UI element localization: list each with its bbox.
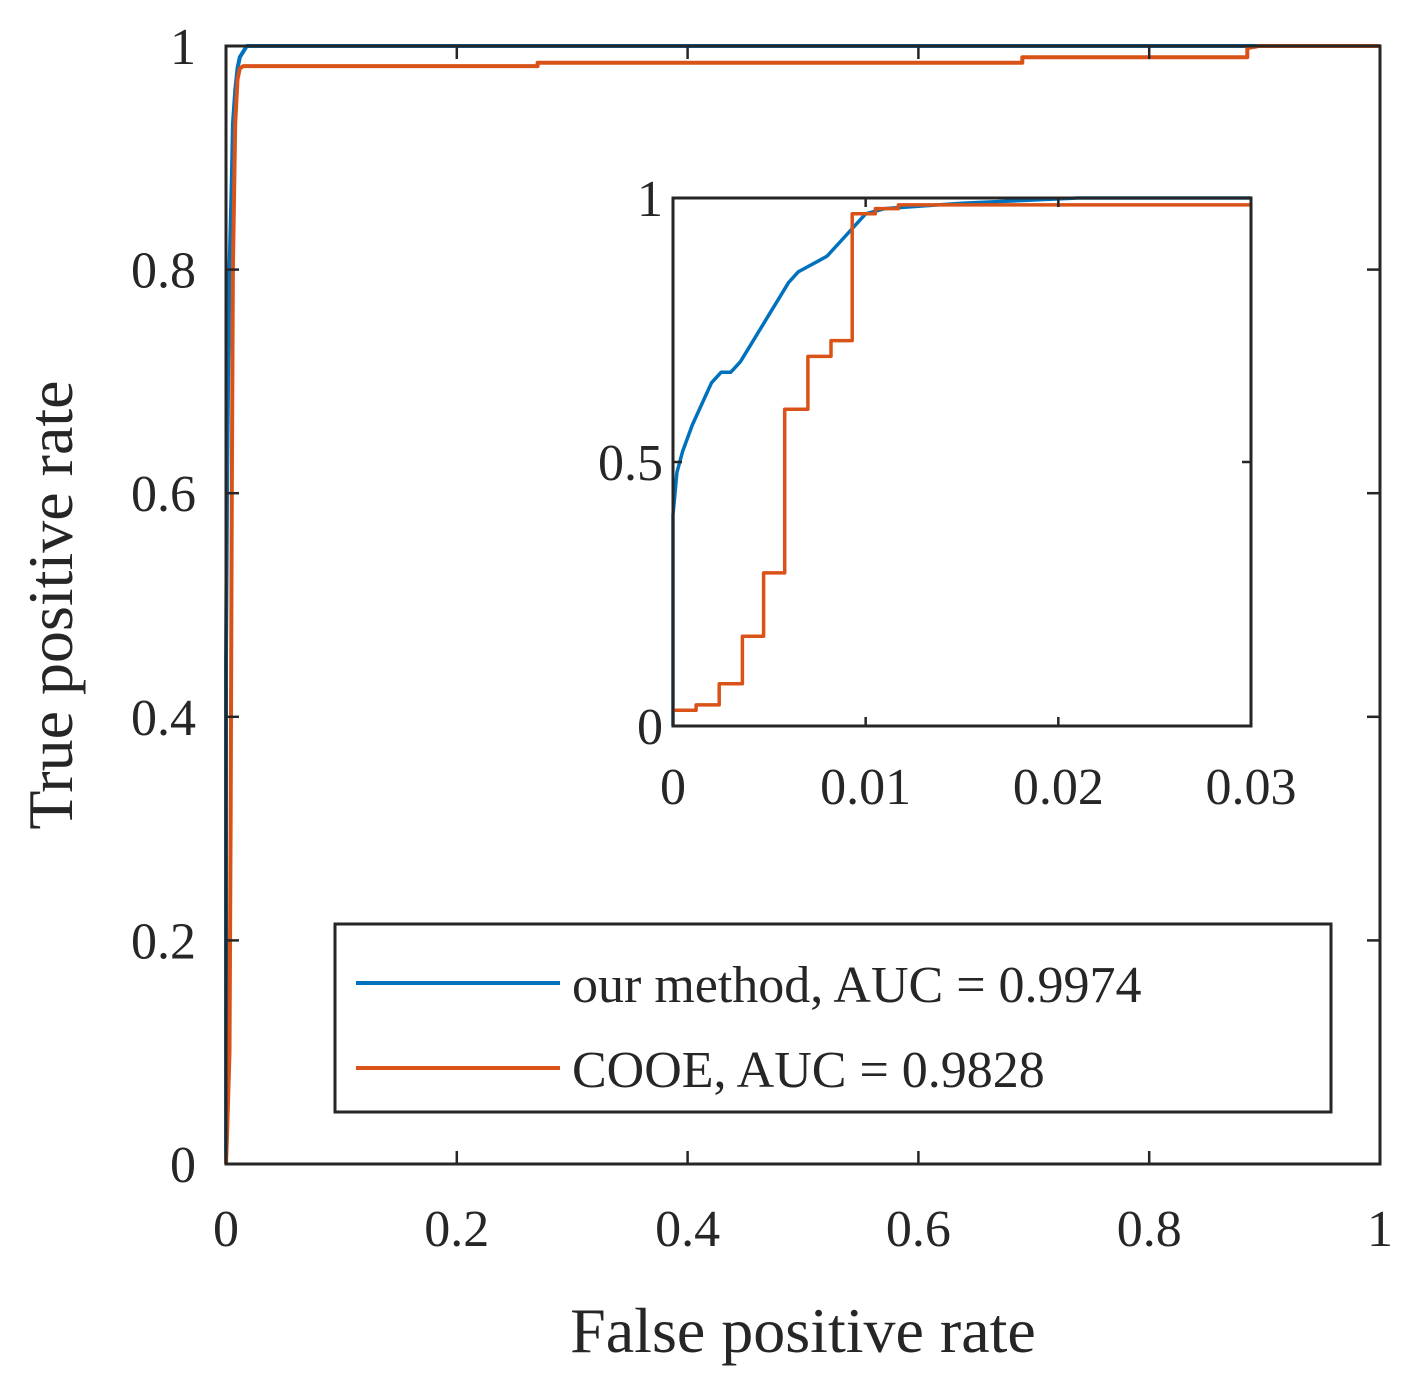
- inset-y-tick-label: 0.5: [598, 435, 663, 492]
- main-axes-frame: [224, 44, 1382, 1166]
- legend: our method, AUC = 0.9974 COOE, AUC = 0.9…: [333, 922, 1333, 1114]
- inset-x-tick-labels: 0 0.01 0.02 0.03: [660, 759, 1297, 816]
- main-y-tick-labels: 0 0.2 0.4 0.6 0.8 1: [131, 19, 196, 1194]
- inset-axes: 0 0.01 0.02 0.03 00.51: [598, 171, 1297, 816]
- main-y-tick-label: 0.6: [131, 466, 196, 523]
- main-x-tick-label: 0.8: [1117, 1201, 1182, 1258]
- inset-x-tick-label: 0: [660, 759, 686, 816]
- main-x-tick-label: 1: [1367, 1201, 1393, 1258]
- inset-axes-frame: [671, 196, 1253, 728]
- main-x-tick-label: 0.2: [424, 1201, 489, 1258]
- inset-plot-area: [673, 198, 1251, 726]
- inset-y-tick-label: 0: [637, 699, 663, 756]
- inset-x-tick-label: 0.03: [1206, 759, 1297, 816]
- main-y-tick-label: 1: [170, 19, 196, 76]
- main-x-tick-label: 0.6: [886, 1201, 951, 1258]
- inset-y-tick-labels: 00.51: [598, 171, 663, 756]
- main-y-tick-label: 0.2: [131, 913, 196, 970]
- inset-series-line-cooe: [673, 203, 1251, 712]
- legend-label-our-method: our method, AUC = 0.9974: [572, 957, 1142, 1014]
- main-x-tick-label: 0.4: [655, 1201, 720, 1258]
- inset-x-tick-label: 0.01: [820, 759, 911, 816]
- x-axis-label: False positive rate: [570, 1295, 1036, 1366]
- main-x-tick-label: 0: [213, 1201, 239, 1258]
- legend-label-cooe: COOE, AUC = 0.9828: [572, 1042, 1045, 1099]
- main-y-tick-label: 0.8: [131, 243, 196, 300]
- y-axis-label: True positive rate: [15, 380, 86, 829]
- inset-x-tick-label: 0.02: [1013, 759, 1104, 816]
- main-x-tick-labels: 0 0.2 0.4 0.6 0.8 1: [213, 1201, 1393, 1258]
- main-series-line-cooe: [224, 44, 1380, 1165]
- main-y-tick-label: 0: [170, 1137, 196, 1194]
- inset-y-tick-label: 1: [637, 171, 663, 228]
- main-y-tick-label: 0.4: [131, 690, 196, 747]
- legend-box: [333, 922, 1333, 1114]
- inset-series-group: [671, 196, 1251, 726]
